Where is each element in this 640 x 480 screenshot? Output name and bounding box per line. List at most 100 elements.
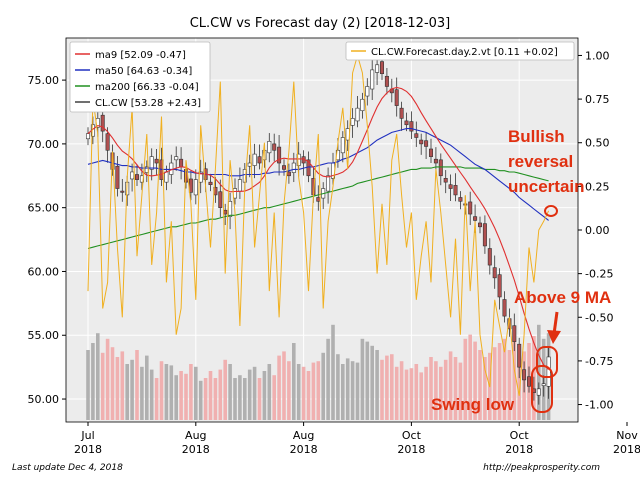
candle-body — [277, 146, 282, 164]
candle-body — [375, 64, 380, 73]
volume-bar — [316, 361, 321, 420]
candle-body — [428, 148, 433, 157]
volume-bar — [326, 338, 330, 420]
volume-bar — [105, 338, 110, 420]
candle-body — [424, 140, 429, 147]
volume-bar — [179, 371, 183, 420]
volume-bar — [492, 347, 497, 420]
volume-bar — [360, 338, 365, 420]
volume-bar — [434, 361, 438, 420]
chart-title: CL.CW vs Forecast day (2) [2018-12-03] — [190, 16, 451, 31]
y-right-tick-label: 0.75 — [585, 93, 610, 106]
annotation-arrow-head — [547, 330, 561, 344]
volume-bar — [350, 361, 355, 420]
volume-bar — [86, 350, 90, 420]
y-left-tick-label: 55.00 — [28, 329, 60, 342]
candle-body — [169, 162, 174, 175]
x-tick-label: Oct 2018 — [505, 429, 533, 456]
y-right-tick-label: -0.25 — [585, 268, 613, 281]
volume-bar — [517, 354, 521, 420]
candle-body — [536, 388, 541, 396]
volume-bar — [483, 357, 487, 420]
candle-body — [384, 75, 389, 87]
candle-body — [443, 178, 448, 183]
candle-body — [522, 369, 527, 381]
candle-body — [291, 162, 296, 173]
candle-body — [409, 121, 414, 132]
x-tick-label: Oct 2018 — [397, 429, 425, 456]
volume-bar — [473, 341, 477, 420]
volume-bar — [287, 361, 291, 420]
volume-bar — [125, 364, 129, 420]
y-right-tick-label: 0.00 — [585, 224, 610, 237]
volume-bar — [448, 351, 453, 420]
candle-body — [296, 153, 301, 166]
candle-body — [281, 165, 286, 170]
x-tick-label: Jul 2018 — [74, 429, 102, 456]
candle-body — [272, 143, 277, 151]
volume-bar — [154, 378, 159, 420]
candle-body — [193, 179, 198, 196]
volume-bar — [267, 364, 272, 420]
volume-bar — [429, 357, 433, 420]
candle-body — [350, 118, 355, 126]
volume-bar — [370, 345, 374, 420]
volume-bar — [331, 324, 335, 420]
candle-body — [135, 174, 140, 180]
volume-bar — [110, 347, 115, 420]
legend-entry-label: CL.CW.Forecast.day.2.vt [0.11 +0.02] — [371, 47, 558, 58]
candle-body — [154, 158, 159, 164]
axes: 50.00 55.00 60.00 65.00 70.00 75.00 -1.00 -0.75… — [28, 49, 640, 456]
ma9-line — [87, 86, 549, 371]
y-left-tick-label: 75.00 — [28, 74, 60, 87]
volume-bar — [257, 378, 262, 420]
volume-bar — [355, 362, 360, 420]
volume-bar — [164, 364, 169, 420]
annotations: Bullish reversal uncertain Above 9 MA Swing … — [431, 127, 611, 414]
volume-bar — [468, 334, 472, 420]
volume-bar — [296, 364, 301, 420]
candle-body — [179, 158, 184, 168]
volume-bar — [463, 338, 468, 420]
candle-body — [267, 141, 272, 154]
volume-bar — [443, 359, 448, 420]
forecast-series-line — [87, 53, 550, 396]
candle-body — [502, 299, 507, 317]
candle-body — [482, 223, 487, 247]
annotation-above-ma-text: Above 9 MA — [514, 288, 611, 307]
volume-bar — [272, 375, 276, 420]
candle-body — [419, 139, 424, 145]
candle-body — [286, 171, 291, 177]
volume-bar — [390, 354, 394, 420]
annotation-forecast-circle — [544, 205, 558, 217]
volume-bar — [365, 341, 370, 420]
candle-body — [208, 181, 213, 186]
volume-bar — [218, 369, 223, 420]
volume-bar — [159, 361, 164, 420]
annotation-box-upper — [536, 346, 558, 378]
legend-left: ma9 [52.09 -0.47] ma50 [64.63 -0.34] ma200… — [69, 41, 211, 113]
candle-body — [174, 156, 179, 161]
x-tick-label: Aug 2018 — [182, 429, 210, 456]
volume-bar — [198, 380, 203, 420]
volume-bar — [321, 352, 325, 420]
volume-bar — [145, 355, 149, 420]
annotation-box-lower — [531, 365, 553, 413]
candle-body — [326, 175, 331, 192]
y-left-tick-label: 50.00 — [28, 393, 60, 406]
volume-bar — [409, 368, 414, 420]
candle-body — [164, 171, 169, 183]
volume-bar — [404, 369, 409, 420]
candle-body — [370, 69, 375, 90]
candle-body — [257, 156, 262, 164]
candle-body — [458, 197, 463, 202]
annotation-bullish-text: Bullish — [508, 127, 565, 146]
volume-bar — [341, 364, 345, 420]
volume-bar — [252, 366, 257, 420]
legend-right-box — [345, 41, 575, 61]
volume-bar — [301, 366, 306, 420]
footer-last-update: Last update Dec 4, 2018 — [12, 463, 123, 473]
candle-body — [526, 376, 531, 387]
candle-body — [218, 191, 223, 208]
volume-bar — [345, 358, 350, 420]
